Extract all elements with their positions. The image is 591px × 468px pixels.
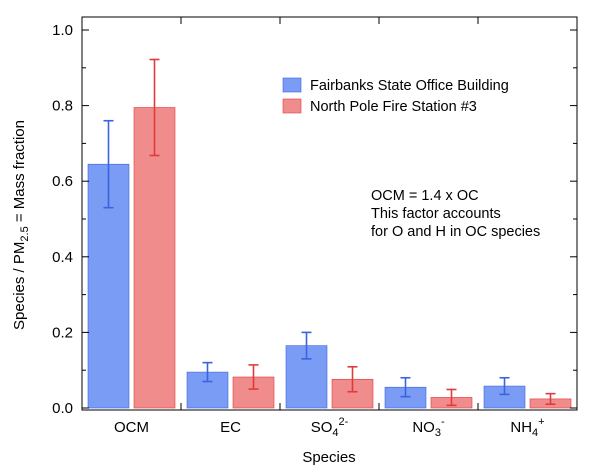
- x-tick-label-base: OCM: [114, 419, 149, 436]
- x-tick-label-superscript: 2-: [339, 416, 349, 428]
- x-tick-label-base: NO: [412, 419, 435, 436]
- x-axis-title: Species: [302, 449, 355, 466]
- x-tick-label-base: NH: [510, 419, 532, 436]
- error-bar-series-2: [545, 392, 556, 406]
- x-tick-label-subscript: 4: [532, 427, 538, 439]
- x-tick-label: NO3-: [412, 416, 445, 439]
- x-tick-label: OCM: [114, 419, 149, 436]
- errorbars-layer: [103, 58, 556, 407]
- y-tick-label: 0.2: [52, 324, 73, 341]
- error-bar-series-2: [446, 388, 457, 407]
- x-tick-label-superscript: -: [441, 416, 445, 428]
- error-bar-series-1: [499, 376, 510, 396]
- annotation-line: for O and H in OC species: [371, 224, 540, 240]
- bar-series-1: [285, 345, 328, 409]
- annotation-line: OCM = 1.4 x OC: [371, 188, 479, 204]
- error-bar-series-1: [400, 376, 411, 398]
- y-tick-label: 0.8: [52, 98, 73, 115]
- x-tick-label-subscript: 3: [435, 427, 441, 439]
- x-tick-label: EC: [220, 419, 241, 436]
- legend-swatch: [282, 98, 302, 114]
- x-axis-ticks: OCM EC SO42- NO3- NH4+: [81, 17, 578, 439]
- plot-frame: [81, 16, 578, 411]
- annotation-text: OCM = 1.4 x OC This factor accounts for O …: [371, 188, 540, 240]
- bars-layer: [87, 107, 572, 409]
- x-tick-label: NH4+: [510, 416, 544, 439]
- x-tick-label-base: SO: [311, 419, 333, 436]
- x-tick-label-superscript: +: [538, 416, 544, 428]
- bar-series-2: [133, 107, 176, 409]
- legend-item-1: Fairbanks State Office Building: [282, 77, 509, 94]
- legend-label: Fairbanks State Office Building: [310, 78, 509, 94]
- legend-item-2: North Pole Fire Station #3: [282, 98, 477, 115]
- error-bar-series-2: [149, 58, 160, 157]
- error-bar-series-2: [248, 364, 259, 390]
- y-tick-label: 0.6: [52, 173, 73, 190]
- legend-label: North Pole Fire Station #3: [310, 99, 477, 115]
- x-tick-label-base: EC: [220, 419, 241, 436]
- y-tick-label: 1.0: [52, 22, 73, 39]
- y-axis-ticks: 0.0 0.2 0.4 0.6 0.8 1.0: [52, 22, 577, 417]
- error-bar-series-1: [103, 119, 114, 209]
- legend-swatch: [282, 77, 302, 93]
- x-tick-label-subscript: 4: [332, 427, 338, 439]
- error-bar-series-2: [347, 365, 358, 393]
- y-title-part: = Mass fraction: [11, 120, 28, 226]
- y-title-part: Species / PM: [11, 242, 28, 330]
- x-tick-label: SO42-: [311, 416, 349, 439]
- error-bar-series-1: [202, 361, 213, 383]
- legend: Fairbanks State Office Building North Pol…: [282, 77, 509, 115]
- y-axis-title: Species / PM2.5 = Mass fraction: [11, 120, 31, 330]
- y-tick-label: 0.4: [52, 249, 73, 266]
- y-title-subscript: 2.5: [19, 226, 31, 241]
- error-bar-series-1: [301, 331, 312, 360]
- y-tick-label: 0.0: [52, 400, 73, 417]
- annotation-line: This factor accounts: [371, 206, 501, 222]
